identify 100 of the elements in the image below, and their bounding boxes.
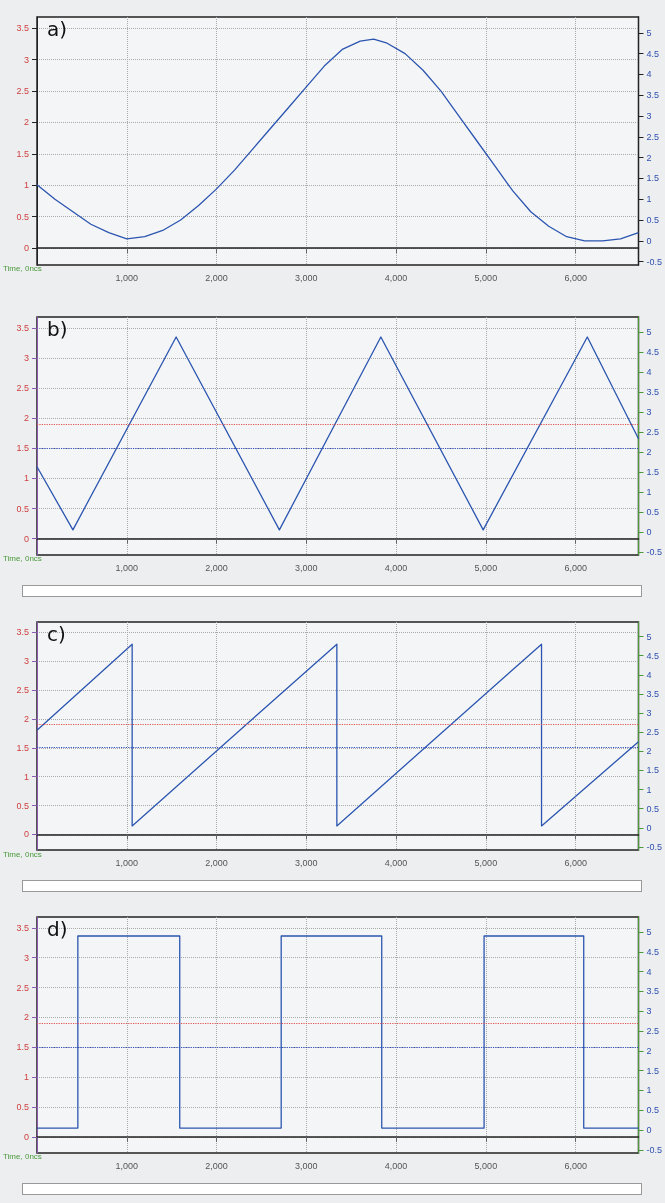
y2-tick-label: 2 <box>646 152 652 163</box>
y-tick-label: 0.5 <box>16 503 29 514</box>
chart-title: a) <box>47 17 68 41</box>
y-tick-label: 2.5 <box>16 685 29 696</box>
y-tick-label: 1 <box>23 771 29 782</box>
y2-tick-label: 1.5 <box>646 1065 660 1076</box>
x-tick-label: 5,000 <box>474 1160 498 1171</box>
y-tick-label: 3.5 <box>16 922 29 933</box>
x-tick-label: 6,000 <box>564 1160 587 1171</box>
y2-tick-label: 3.5 <box>646 688 660 699</box>
y-tick-label: 0.5 <box>16 1101 29 1112</box>
y2-tick-label: 2.5 <box>646 427 660 438</box>
y-tick-label: 2.5 <box>16 982 29 993</box>
y-tick-label: 3.5 <box>16 23 29 34</box>
y2-tick-label: 1 <box>646 194 652 205</box>
line-series <box>36 38 640 242</box>
x-tick-label: 1,000 <box>115 857 139 868</box>
y2-tick-label: 1 <box>646 486 652 497</box>
y2-tick-label: 4.5 <box>646 347 660 358</box>
x-tick-label: 5,000 <box>474 857 498 868</box>
y-tick-label: 1.5 <box>16 148 29 159</box>
x-axis-title: Time, 0ncs <box>3 1152 42 1162</box>
y-tick-label: 1 <box>23 473 29 484</box>
y2-tick-label: 1.5 <box>646 765 660 776</box>
y2-tick-label: 0.5 <box>646 215 660 226</box>
y2-tick-label: -0.5 <box>646 1144 663 1155</box>
y2-tick-label: 0 <box>646 1125 652 1136</box>
y2-tick-label: 0.5 <box>646 803 660 814</box>
y-tick-label: 0.5 <box>16 211 29 222</box>
y-tick-label: 1.5 <box>16 742 29 753</box>
y2-tick-label: 5 <box>646 327 652 338</box>
y2-tick-label: 1 <box>646 784 652 795</box>
x-tick-label: 6,000 <box>564 272 587 283</box>
y-tick-label: 2.5 <box>16 383 29 394</box>
x-tick-label: 3,000 <box>295 562 318 573</box>
y2-tick-label: 3 <box>646 708 652 719</box>
y2-tick-label: 0 <box>646 526 652 537</box>
y2-tick-label: 2.5 <box>646 1026 660 1037</box>
x-tick-label: 1,000 <box>115 1160 139 1171</box>
line-series <box>36 643 640 827</box>
y-tick-label: 3 <box>23 352 29 363</box>
y2-tick-label: 2.5 <box>646 727 660 738</box>
y-tick-label: 3.5 <box>16 322 29 333</box>
x-tick-label: 3,000 <box>295 272 318 283</box>
y2-tick-label: 3.5 <box>646 90 660 101</box>
x-tick-label: 4,000 <box>384 857 408 868</box>
y-tick-label: 1.5 <box>16 443 29 454</box>
y2-tick-label: 4 <box>646 669 652 680</box>
y2-tick-label: 4.5 <box>646 946 660 957</box>
x-tick-label: 2,000 <box>205 272 228 283</box>
x-tick-label: 1,000 <box>115 562 139 573</box>
x-tick-label: 5,000 <box>474 562 498 573</box>
y2-tick-label: 4 <box>646 367 652 378</box>
chart-title: b) <box>47 317 68 341</box>
y2-tick-label: 1.5 <box>646 173 660 184</box>
y2-tick-label: 4.5 <box>646 48 660 59</box>
y2-tick-label: 2 <box>646 746 652 757</box>
y2-tick-label: 5 <box>646 631 652 642</box>
y2-tick-label: 0.5 <box>646 506 660 517</box>
x-tick-label: 3,000 <box>295 857 318 868</box>
y-tick-label: 0 <box>23 243 29 254</box>
y-tick-label: 2 <box>23 413 29 424</box>
x-tick-label: 5,000 <box>474 272 498 283</box>
y2-tick-label: 2.5 <box>646 131 660 142</box>
chart-title: d) <box>47 917 68 941</box>
y2-tick-label: 2 <box>646 1045 652 1056</box>
y2-tick-label: 1 <box>646 1085 652 1096</box>
y2-tick-label: 3 <box>646 111 652 122</box>
x-tick-label: 4,000 <box>384 272 408 283</box>
y-tick-label: 3 <box>23 54 29 65</box>
y2-tick-label: 3.5 <box>646 387 660 398</box>
y-tick-label: 2 <box>23 1012 29 1023</box>
x-tick-label: 6,000 <box>564 562 587 573</box>
y-tick-label: 3 <box>23 656 29 667</box>
y2-tick-label: 2 <box>646 446 652 457</box>
y2-tick-label: 4 <box>646 69 652 80</box>
y-tick-label: 2 <box>23 713 29 724</box>
y2-tick-label: 5 <box>646 27 652 38</box>
y2-tick-label: 0.5 <box>646 1105 660 1116</box>
y-tick-label: 1.5 <box>16 1042 29 1053</box>
y2-tick-label: 3.5 <box>646 986 660 997</box>
y-tick-label: 3 <box>23 952 29 963</box>
y2-tick-label: 3 <box>646 407 652 418</box>
y2-tick-label: -0.5 <box>646 546 663 557</box>
x-tick-label: 2,000 <box>205 1160 228 1171</box>
x-tick-label: 2,000 <box>205 562 228 573</box>
y2-tick-label: -0.5 <box>646 256 663 267</box>
x-tick-label: 2,000 <box>205 857 228 868</box>
y2-tick-label: 0 <box>646 822 652 833</box>
x-tick-label: 4,000 <box>384 1160 408 1171</box>
y-tick-label: 0.5 <box>16 800 29 811</box>
x-axis-title: Time, 0ncs <box>3 849 42 859</box>
y-tick-label: 1 <box>23 1072 29 1083</box>
y-tick-label: 0 <box>23 1131 29 1142</box>
y2-tick-label: 4.5 <box>646 650 660 661</box>
x-tick-label: 3,000 <box>295 1160 318 1171</box>
y-tick-label: 3.5 <box>16 627 29 638</box>
x-tick-label: 6,000 <box>564 857 587 868</box>
y2-tick-label: 0 <box>646 235 652 246</box>
y-tick-label: 2 <box>23 117 29 128</box>
